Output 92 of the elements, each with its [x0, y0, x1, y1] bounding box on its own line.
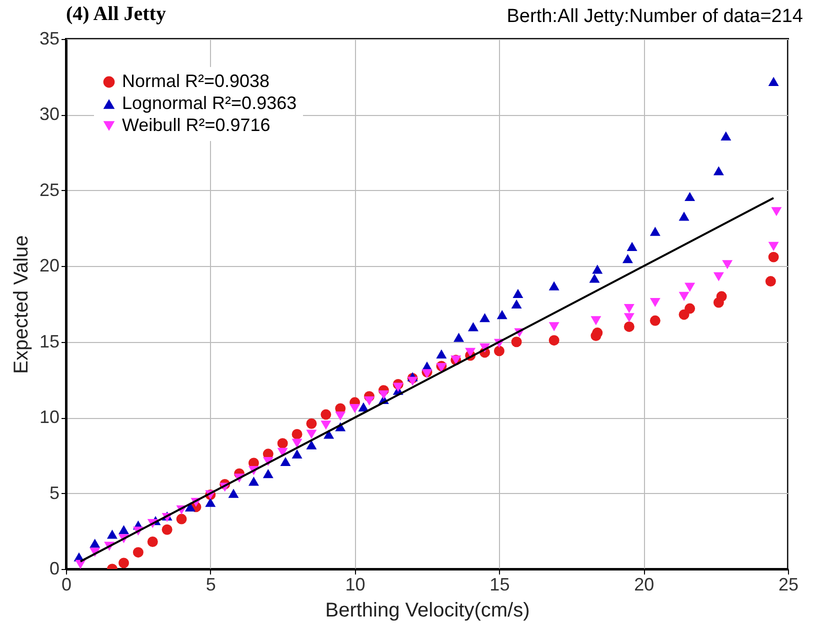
- point: [132, 547, 144, 558]
- point: [324, 430, 334, 439]
- point: [548, 281, 560, 290]
- y-tick-label: 30: [39, 104, 60, 124]
- point: [147, 536, 158, 547]
- x-axis-title: Berthing Velocity(cm/s): [325, 600, 530, 622]
- point: [684, 282, 696, 292]
- point: [768, 76, 779, 86]
- y-tick-label: 0: [49, 558, 60, 578]
- x-tick-label: 25: [778, 574, 799, 594]
- point: [350, 404, 360, 414]
- point: [622, 254, 633, 264]
- x-tick-label: 10: [345, 574, 366, 594]
- point: [624, 313, 634, 322]
- point: [592, 264, 603, 274]
- point: [713, 272, 724, 282]
- point: [512, 288, 524, 298]
- point: [548, 335, 560, 346]
- point: [720, 131, 732, 140]
- point: [292, 428, 302, 440]
- point: [496, 310, 508, 320]
- point: [162, 524, 172, 535]
- point: [494, 346, 504, 356]
- point: [548, 322, 560, 332]
- point: [768, 242, 779, 251]
- chart-title: (4) All Jetty: [66, 3, 166, 25]
- point: [480, 313, 490, 322]
- point: [771, 207, 782, 216]
- point: [407, 376, 418, 386]
- legend-label: Normal R²=0.9038: [122, 71, 270, 91]
- point: [292, 438, 302, 448]
- point: [716, 291, 727, 302]
- y-tick-label: 15: [39, 331, 60, 352]
- point: [106, 530, 118, 539]
- y-tick-label: 10: [39, 407, 60, 428]
- point: [650, 298, 660, 308]
- y-tick-label: 5: [49, 482, 60, 503]
- point: [684, 303, 696, 314]
- point: [624, 304, 634, 314]
- point: [205, 498, 216, 507]
- point: [364, 396, 374, 406]
- point: [465, 348, 476, 357]
- y-tick-label: 20: [39, 256, 60, 276]
- point: [262, 469, 274, 478]
- point: [118, 558, 130, 568]
- point: [436, 363, 447, 372]
- point: [650, 315, 660, 326]
- point: [184, 502, 196, 512]
- point: [292, 449, 302, 458]
- x-tick-label: 5: [206, 574, 216, 594]
- y-tick-label: 35: [39, 28, 60, 48]
- point: [392, 382, 404, 392]
- point: [320, 420, 332, 430]
- point: [454, 332, 464, 342]
- point: [335, 412, 346, 421]
- point: [765, 276, 776, 287]
- point: [678, 292, 690, 301]
- point: [248, 476, 259, 486]
- point: [436, 349, 447, 359]
- point: [306, 418, 317, 429]
- point: [590, 316, 602, 326]
- point: [589, 274, 600, 283]
- y-axis-title: Expected Value: [10, 235, 32, 374]
- point: [624, 321, 634, 332]
- chart-subtitle: Berth:All Jetty:Number of data=214: [506, 6, 803, 28]
- y-tick-label: 25: [39, 180, 60, 200]
- point: [422, 369, 432, 378]
- point: [280, 456, 291, 466]
- point: [650, 226, 660, 236]
- point: [768, 252, 779, 262]
- point: [228, 488, 239, 498]
- point: [176, 514, 187, 524]
- point: [378, 390, 389, 400]
- legend-label: Weibull R²=0.9716: [122, 115, 270, 135]
- legend-label: Lognormal R²=0.9363: [122, 93, 297, 113]
- point: [722, 260, 733, 270]
- point: [358, 402, 369, 412]
- point: [468, 322, 478, 332]
- x-tick-label: 15: [490, 574, 510, 594]
- point: [306, 440, 317, 450]
- point: [626, 242, 638, 251]
- point: [277, 438, 288, 449]
- point: [713, 166, 724, 176]
- point: [90, 538, 100, 548]
- point: [320, 409, 332, 420]
- point: [684, 192, 696, 202]
- point: [511, 336, 522, 348]
- point: [511, 299, 522, 309]
- point: [678, 212, 690, 221]
- point: [306, 430, 317, 439]
- x-tick-label: 20: [634, 574, 654, 594]
- point: [118, 525, 130, 534]
